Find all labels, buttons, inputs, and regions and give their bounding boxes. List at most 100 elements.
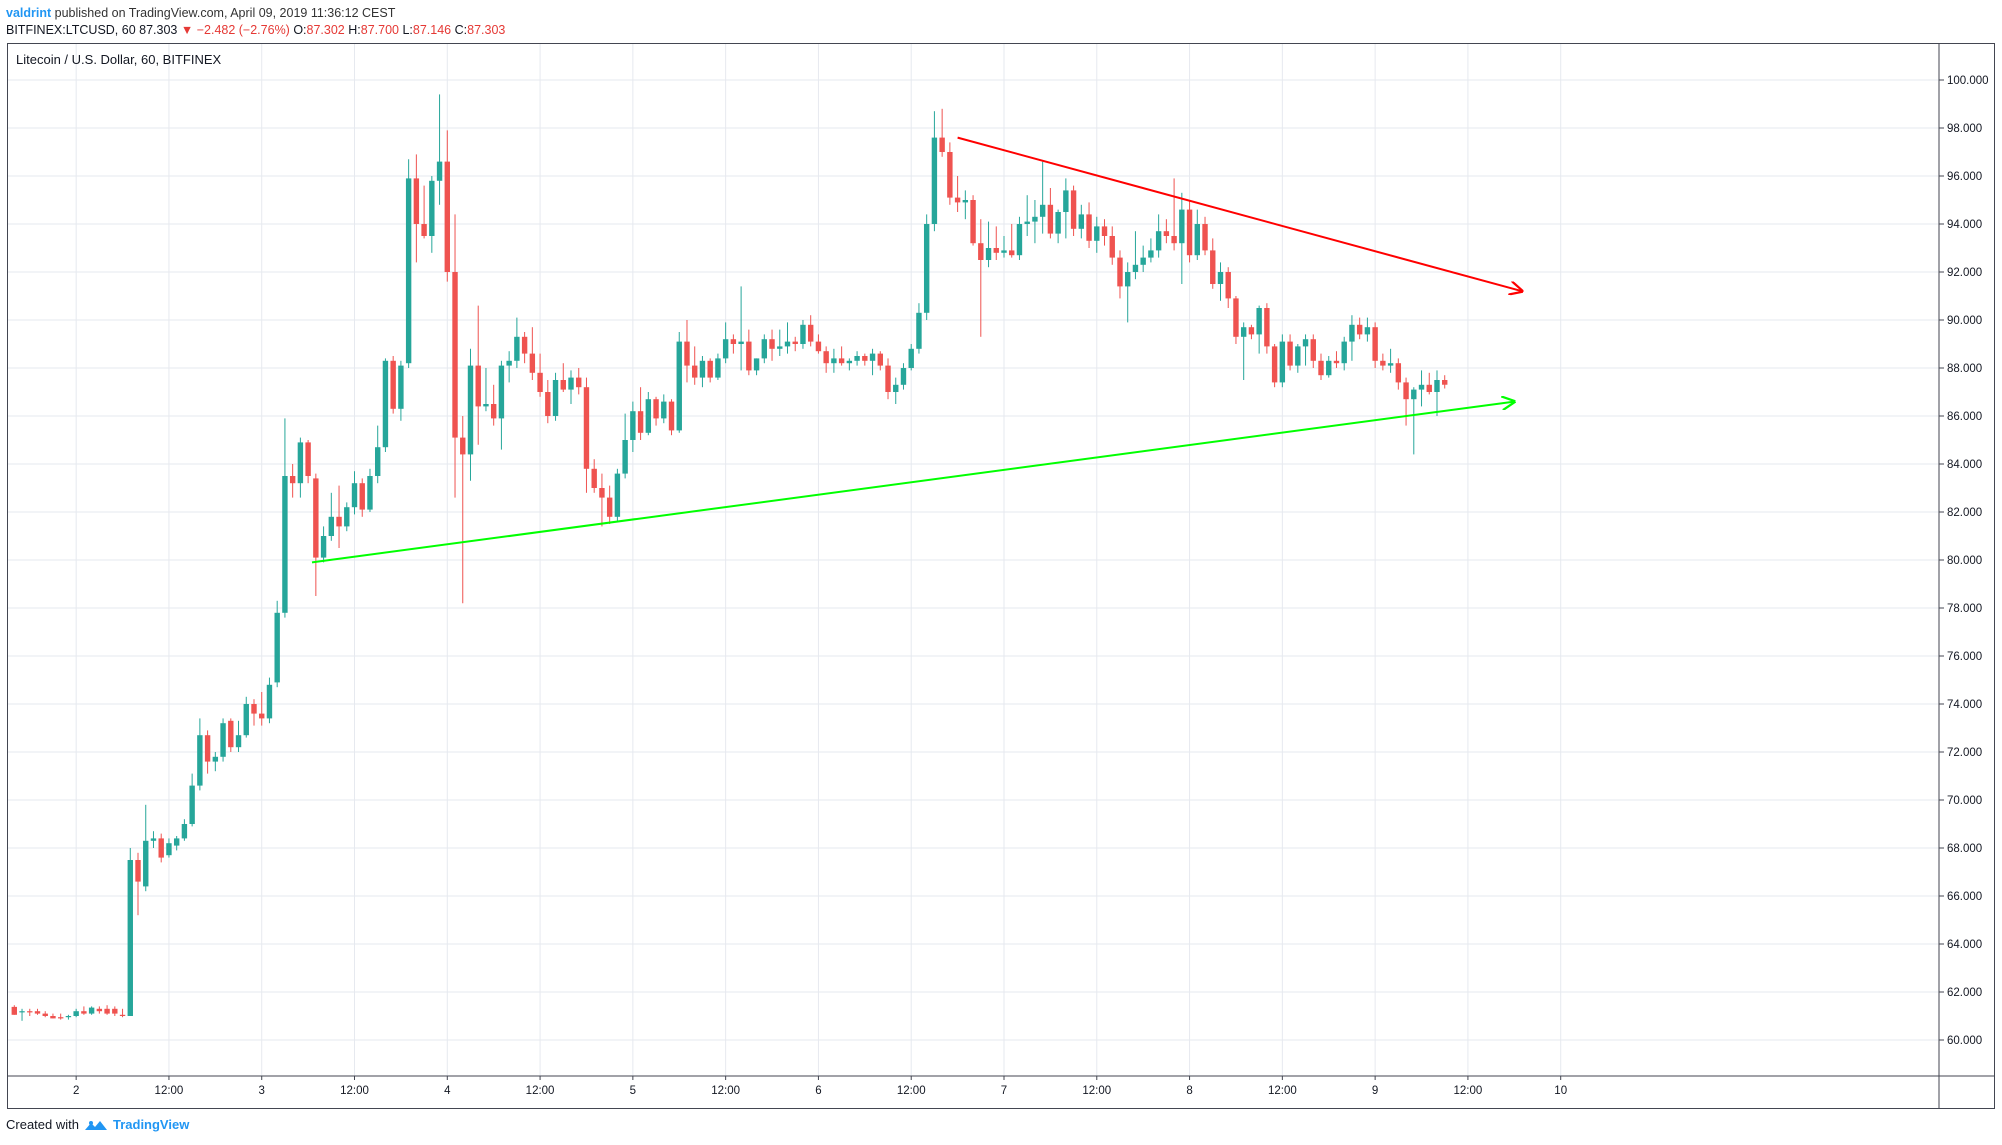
candle-up xyxy=(1256,305,1262,354)
candle-down xyxy=(591,459,597,493)
y-tick-label: 92.000 xyxy=(1947,267,1982,279)
candle-up xyxy=(467,348,474,481)
candle-body xyxy=(746,341,752,371)
candle-down xyxy=(104,1005,110,1015)
candle-body xyxy=(583,387,590,469)
candle-up xyxy=(181,819,188,841)
candle-up xyxy=(483,368,489,412)
candle-down xyxy=(653,396,659,426)
candle-down xyxy=(1380,353,1386,371)
candle-body xyxy=(1117,257,1123,287)
open-value: 87.302 xyxy=(306,23,345,37)
candle-body xyxy=(1248,327,1255,335)
candle-up xyxy=(1055,209,1061,244)
high-value: 87.700 xyxy=(360,23,399,37)
candle-down xyxy=(838,346,845,366)
x-tick-label: 12:00 xyxy=(711,1085,740,1097)
candle-body xyxy=(429,180,435,236)
y-tick-label: 62.000 xyxy=(1947,987,1982,999)
candle-down xyxy=(305,440,311,484)
candle-body xyxy=(73,1011,79,1016)
candle-up xyxy=(846,358,853,371)
candle-body xyxy=(792,341,798,344)
candle-body xyxy=(382,360,389,448)
candle-up xyxy=(761,334,768,364)
support-trendline xyxy=(311,402,1514,564)
candle-body xyxy=(545,392,551,416)
candle-down xyxy=(460,416,466,604)
price-axis[interactable]: 60.000 62.000 64.000 66.000 68.000 70.000 72.0… xyxy=(1938,44,1989,1108)
candle-down xyxy=(390,356,396,414)
candle-body xyxy=(1341,341,1347,364)
y-tick-label: 64.000 xyxy=(1947,939,1982,951)
author-name[interactable]: valdrint xyxy=(6,6,52,20)
y-tick-label: 82.000 xyxy=(1947,507,1982,519)
candle-down xyxy=(444,130,450,282)
x-tick-label: 12:00 xyxy=(1082,1085,1111,1097)
candle-body xyxy=(947,152,953,198)
y-tick-label: 70.000 xyxy=(1947,795,1982,807)
candle-body xyxy=(189,785,195,824)
candle-body xyxy=(1326,360,1332,376)
close-label: C: xyxy=(454,23,468,37)
candle-body xyxy=(490,404,497,419)
candle-up xyxy=(405,159,412,368)
candle-up xyxy=(197,718,203,791)
candle-body xyxy=(1240,327,1247,337)
y-tick-label: 88.000 xyxy=(1947,363,1982,375)
tradingview-logo-icon[interactable] xyxy=(84,1118,108,1132)
candle-body xyxy=(158,838,164,858)
candle-body xyxy=(235,735,242,748)
candle-down xyxy=(42,1011,48,1018)
candle-down xyxy=(1171,178,1177,251)
candle-down xyxy=(599,473,605,527)
candle-body xyxy=(699,360,706,378)
candle-up xyxy=(931,111,938,232)
candle-down xyxy=(1333,351,1340,368)
candle-down xyxy=(583,377,590,493)
candle-body xyxy=(460,437,466,455)
candle-body xyxy=(1380,360,1386,366)
candle-body xyxy=(1264,308,1270,347)
candle-body xyxy=(1001,250,1007,253)
candle-down xyxy=(313,473,319,596)
candle-down xyxy=(1233,296,1239,344)
candle-up xyxy=(676,332,682,433)
candle-down xyxy=(1186,200,1193,263)
candle-body xyxy=(34,1011,41,1014)
candle-body xyxy=(1434,380,1440,392)
candle-up xyxy=(398,360,404,421)
candle-body xyxy=(19,1011,25,1013)
candle-body xyxy=(197,735,203,786)
candle-down xyxy=(769,329,775,361)
candle-down xyxy=(1202,216,1208,256)
candle-up xyxy=(73,1008,79,1018)
candle-up xyxy=(854,351,860,366)
candle-up xyxy=(436,94,443,205)
candle-up xyxy=(869,348,876,376)
y-tick-label: 74.000 xyxy=(1947,699,1982,711)
candle-body xyxy=(777,346,783,349)
candle-body xyxy=(405,178,412,364)
candle-up xyxy=(831,348,837,373)
candle-down xyxy=(684,320,690,383)
candle-down xyxy=(1426,372,1432,395)
candle-down xyxy=(1086,202,1092,248)
candle-body xyxy=(738,341,744,344)
time-axis[interactable]: 2 12:00 3 12:00 4 12:00 5 12:00 6 12:00 7 12:00 8 12:… xyxy=(8,1075,1994,1097)
low-label: L: xyxy=(402,23,413,37)
candle-body xyxy=(1186,209,1193,256)
x-tick-label: 7 xyxy=(1001,1085,1007,1097)
candle-down xyxy=(877,351,883,371)
tradingview-brand[interactable]: TradingView xyxy=(112,1117,190,1132)
x-tick-label: 12:00 xyxy=(155,1085,184,1097)
candle-body xyxy=(784,341,791,347)
candle-body xyxy=(344,507,350,527)
y-tick-label: 100.000 xyxy=(1947,75,1989,87)
candle-body xyxy=(1426,384,1432,392)
candle-body xyxy=(1024,221,1030,224)
candle-up xyxy=(173,836,180,851)
footer: Created with TradingView xyxy=(6,1117,189,1132)
candle-body xyxy=(313,478,319,558)
